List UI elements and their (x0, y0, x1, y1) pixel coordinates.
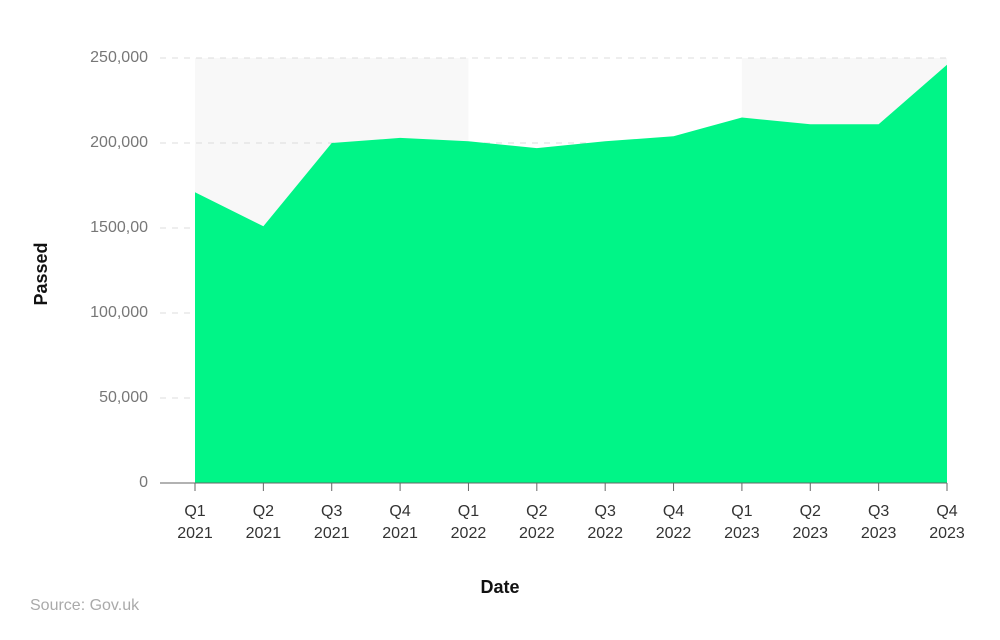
y-tick-label: 100,000 (90, 304, 148, 321)
source: Source: Gov.uk (30, 597, 140, 614)
x-tick-label: Q3 2021 (314, 503, 350, 542)
x-tick-label: Q4 2021 (382, 503, 418, 542)
y-tick-label: 1500,00 (90, 219, 148, 236)
x-tick-label: Q4 2023 (929, 503, 965, 542)
y-tick-label: 250,000 (90, 49, 148, 66)
x-tick-label: Q2 2022 (519, 503, 555, 542)
x-tick-label: Q3 2022 (587, 503, 623, 542)
x-axis-label: Date (480, 577, 519, 597)
x-tick-label: Q1 2023 (724, 503, 760, 542)
x-tick-label: Q4 2022 (656, 503, 692, 542)
y-tick-label: 50,000 (99, 389, 148, 406)
y-tick-label: 200,000 (90, 134, 148, 151)
area (195, 64, 947, 484)
x-tick-label: Q2 2023 (792, 503, 828, 542)
x-tick-label: Q3 2023 (861, 503, 897, 542)
y-tick-label: 0 (139, 474, 148, 491)
x-tick-label: Q1 2021 (177, 503, 213, 542)
x-tick-label: Q2 2021 (246, 503, 282, 542)
x-tick-label: Q1 2022 (451, 503, 487, 542)
y-axis-label: Passed (31, 242, 51, 305)
